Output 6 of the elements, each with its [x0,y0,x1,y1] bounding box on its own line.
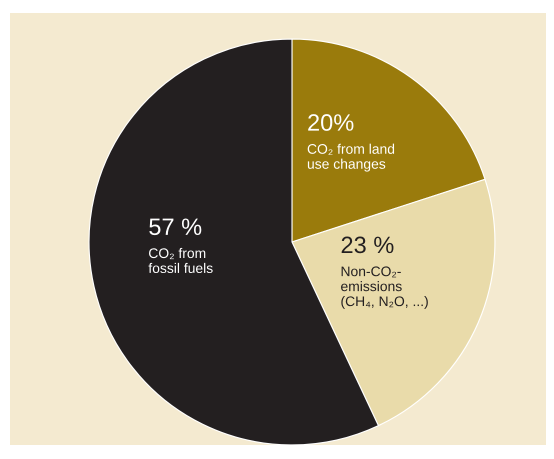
data-label: 23 % [342,236,394,254]
slice-label: Non-CO₂- emissions (CH₄, N₂O, ...) [341,266,428,309]
slice-label: CO₂ from land use changes [308,144,394,172]
data-label: 20% [308,114,354,131]
slice-label: CO₂ from fossil fuels [148,248,213,274]
data-label: 57 % [149,218,202,236]
